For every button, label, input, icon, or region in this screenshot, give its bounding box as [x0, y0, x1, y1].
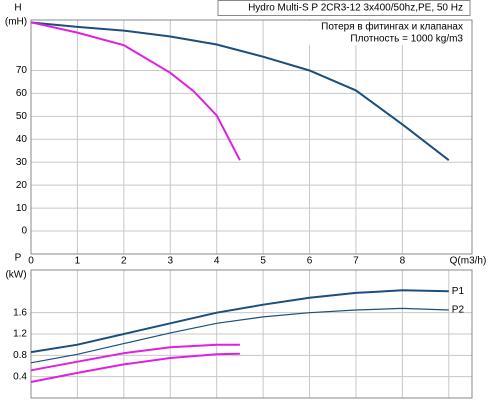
x-tick-label: 1 — [75, 256, 81, 267]
x-tick-label: 5 — [260, 256, 266, 267]
y-axis-unit: (kW) — [5, 270, 26, 281]
plot-area — [31, 20, 472, 254]
y-tick-label: 60 — [16, 88, 28, 99]
x-axis-label: Q(m3/h) — [450, 256, 487, 267]
y-tick-label: 1.6 — [13, 307, 27, 318]
curve — [30, 21, 241, 161]
x-tick-label: 0 — [28, 256, 34, 267]
y-tick-label: 70 — [16, 65, 28, 76]
annotation: Плотность = 1000 kg/m3 — [350, 34, 463, 45]
y-axis-label: H — [14, 3, 21, 14]
x-tick-label: 3 — [167, 256, 173, 267]
plot-frame — [30, 19, 473, 255]
curve — [30, 307, 449, 364]
y-tick-label: 1.2 — [13, 329, 27, 340]
annotation: Hydro Multi-S P 2CR3-12 3x400/50hz,PE, 5… — [248, 3, 463, 14]
x-tick-label: 4 — [214, 256, 220, 267]
y-tick-label: 0.8 — [13, 350, 27, 361]
x-tick-label: 7 — [353, 256, 359, 267]
curve — [30, 343, 240, 372]
y-tick-label: 10 — [16, 203, 28, 214]
y-axis-label: P — [15, 253, 22, 264]
x-tick-label: 8 — [400, 256, 406, 267]
y-tick-label: 40 — [16, 134, 28, 145]
y-tick-label: 30 — [16, 157, 28, 168]
y-tick-label: 50 — [16, 111, 28, 122]
curve — [30, 289, 449, 354]
y-axis-unit: (mH) — [5, 17, 27, 28]
y-tick-label: 0 — [21, 226, 27, 237]
annotation: Потеря в фитингах и клапанах — [321, 21, 463, 33]
x-tick-label: 2 — [121, 256, 127, 267]
plot-frame — [30, 269, 473, 399]
y-tick-label: 0.4 — [13, 371, 27, 382]
curve — [30, 21, 450, 161]
y-tick-label: 20 — [16, 180, 28, 191]
series-label: P1 — [452, 286, 465, 297]
x-tick-label: 6 — [307, 256, 313, 267]
annotation-box — [217, 0, 471, 16]
annotation-bg — [305, 21, 465, 45]
series-label: P2 — [452, 305, 465, 316]
curve — [30, 352, 240, 383]
